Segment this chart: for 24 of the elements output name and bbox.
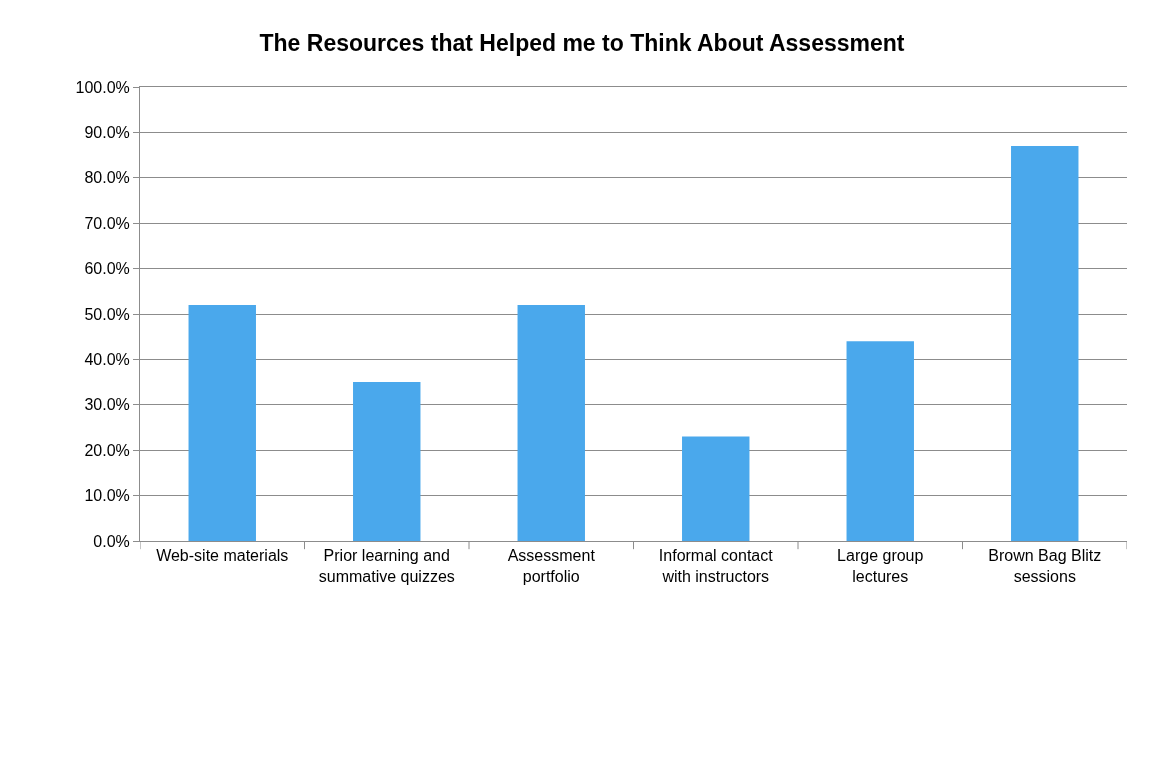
bar <box>682 436 750 541</box>
y-tick-label: 100.0% <box>75 78 130 96</box>
y-tick-label: 0.0% <box>93 532 130 550</box>
y-tick-label: 30.0% <box>84 396 130 414</box>
y-tick-label: 80.0% <box>84 169 130 187</box>
bar <box>846 341 914 541</box>
y-tick-label: 60.0% <box>84 260 130 278</box>
bar <box>188 304 256 541</box>
x-tick-label: Brown Bag Blitz sessions <box>988 547 1102 585</box>
y-tick-label: 50.0% <box>84 305 130 323</box>
y-tick-label: 90.0% <box>84 124 130 141</box>
x-tick-label: Informal contact with instructors <box>658 547 774 585</box>
x-tick-label: Prior learning and summative quizzes <box>318 547 455 585</box>
bar <box>353 382 421 541</box>
chart-title: The Resources that Helped me to Think About Assessment <box>259 29 905 56</box>
x-tick-label: Large group lectures <box>837 547 924 585</box>
y-tick-label: 40.0% <box>84 351 130 368</box>
y-tick-label: 70.0% <box>84 214 130 232</box>
bar <box>1011 146 1079 541</box>
y-tick-label: 20.0% <box>84 441 130 459</box>
x-tick-label: Web-site materials <box>156 547 289 565</box>
bar <box>517 304 585 541</box>
y-tick-label: 10.0% <box>84 487 130 505</box>
x-tick-label: Assessment portfolio <box>507 547 596 585</box>
